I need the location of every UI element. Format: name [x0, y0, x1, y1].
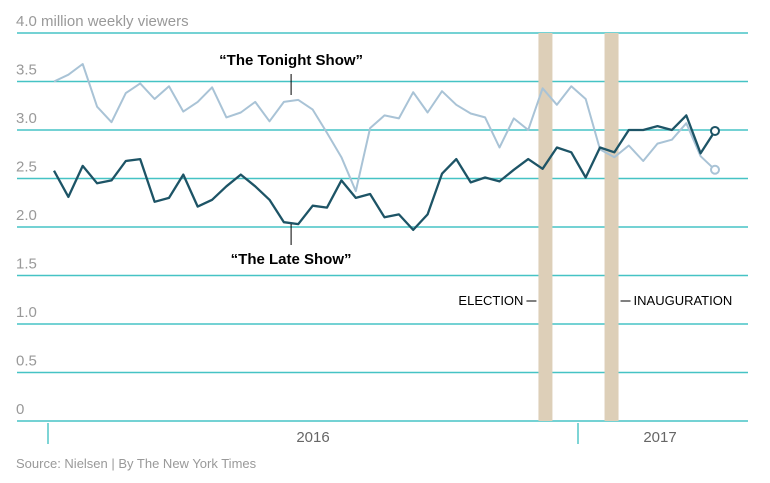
annotations: ELECTION INAUGURATION “The Tonight Show” “T… — [219, 52, 732, 308]
y-tick-label: 1.0 — [16, 304, 37, 321]
y-tick-label: 2.5 — [16, 159, 37, 176]
source-note: Source: Nielsen | By The New York Times — [16, 456, 257, 471]
x-tick-label: 2017 — [643, 429, 676, 446]
tonight-show-label: “The Tonight Show” — [219, 52, 363, 69]
late-show-line — [52, 114, 716, 232]
late-show-label: “The Late Show” — [231, 251, 352, 268]
tonight-show-line — [53, 63, 716, 193]
y-tick-label: 0.5 — [16, 353, 37, 370]
y-tick-label: 1.5 — [16, 256, 37, 273]
event-band — [538, 33, 553, 421]
event-bands — [538, 33, 619, 421]
x-axis: 2016 2017 — [47, 423, 677, 446]
y-tick-label: 3.5 — [16, 62, 37, 79]
y-axis-tick-labels: 0 0.5 1.0 1.5 2.0 2.5 3.0 3.5 4.0 million weekly… — [16, 13, 189, 418]
y-tick-label: 3.0 — [16, 110, 37, 127]
y-tick-label: 2.0 — [16, 207, 37, 224]
gridlines — [17, 32, 748, 422]
late-show-end-marker — [710, 125, 720, 136]
y-tick-value: 4.0 — [16, 13, 37, 30]
tonight-show-end-marker — [710, 164, 720, 175]
y-tick-label: 4.0 million weekly viewers — [16, 13, 189, 30]
event-label: INAUGURATION — [634, 293, 733, 308]
event-label: ELECTION — [458, 293, 523, 308]
y-axis-label: million weekly viewers — [37, 13, 189, 30]
series-lines — [52, 63, 720, 232]
x-tick-label: 2016 — [296, 429, 329, 446]
event-band — [604, 33, 619, 421]
y-tick-label: 0 — [16, 401, 24, 418]
